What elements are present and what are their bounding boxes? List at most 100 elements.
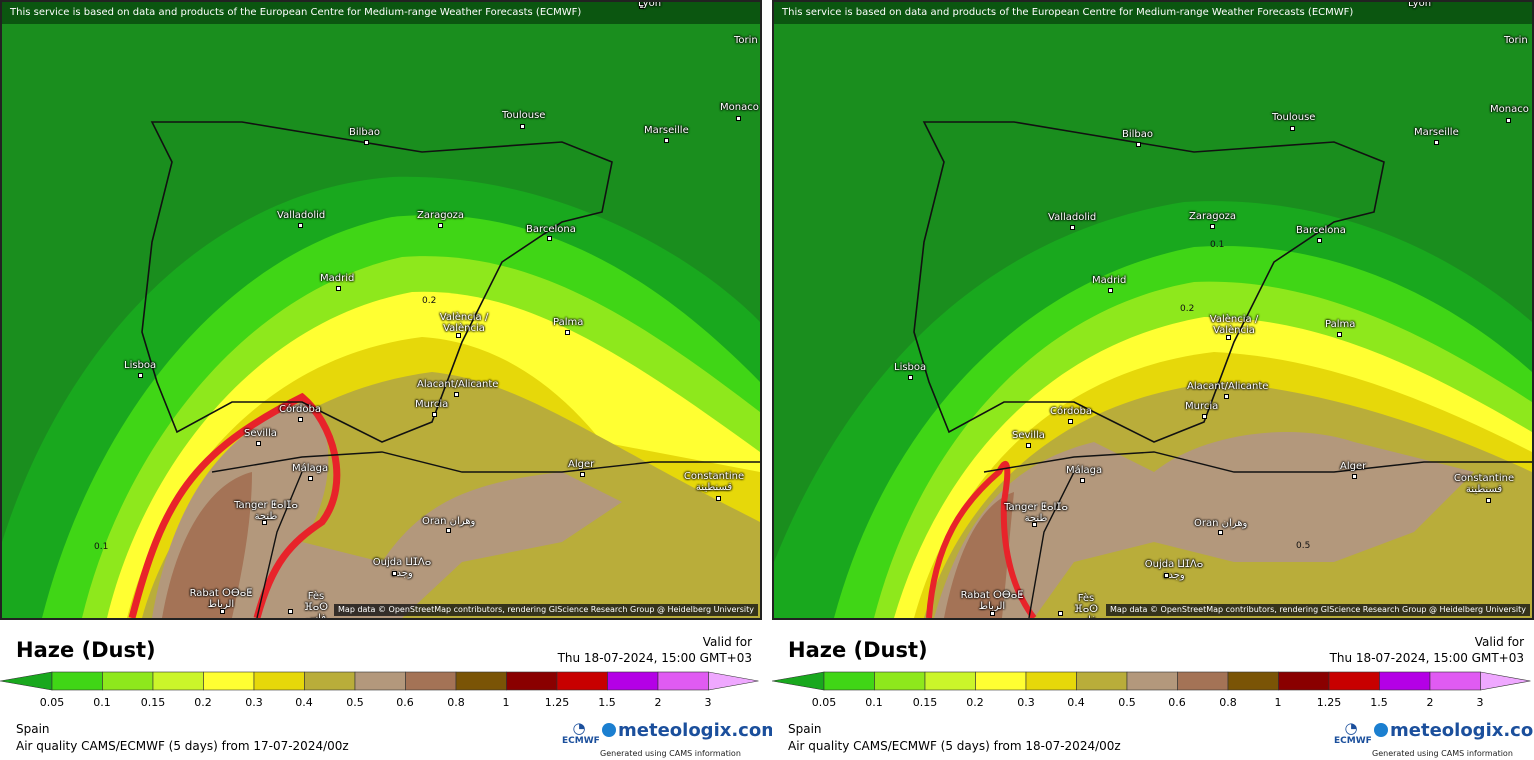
city-torin: Torin bbox=[734, 35, 758, 46]
city-toulouse: Toulouse bbox=[502, 110, 546, 121]
ecmwf-ring-icon: ◔ bbox=[1344, 719, 1358, 737]
city-marker bbox=[1058, 611, 1063, 616]
model-run-label: Air quality CAMS/ECMWF (5 days) from 18-… bbox=[788, 739, 1121, 753]
city-lyon: Lyon bbox=[638, 0, 662, 9]
valid-time: Valid for Thu 18-07-2024, 15:00 GMT+03 bbox=[558, 634, 752, 666]
city-marker bbox=[520, 124, 525, 129]
city-marker bbox=[298, 417, 303, 422]
legend-tick: 0.4 bbox=[295, 696, 313, 709]
city-marker bbox=[308, 476, 313, 481]
city-marker bbox=[1068, 419, 1073, 424]
city-malaga: Málaga bbox=[1066, 465, 1103, 476]
legend-swatch bbox=[823, 671, 875, 691]
city-madrid: Madrid bbox=[320, 273, 355, 284]
city-tanger: Tanger ⵟⴰⵏⵊⴰ طنجة bbox=[1004, 502, 1068, 524]
model-run-label: Air quality CAMS/ECMWF (5 days) from 17-… bbox=[16, 739, 349, 753]
legend-swatch bbox=[455, 671, 507, 691]
city-marker bbox=[1506, 118, 1511, 123]
city-toulouse: Toulouse bbox=[1272, 112, 1316, 123]
city-marseille: Marseille bbox=[1414, 127, 1459, 138]
legend-tick: 0.05 bbox=[39, 696, 65, 709]
legend-swatch bbox=[556, 671, 608, 691]
city-alger: Alger bbox=[568, 459, 595, 470]
city-marker bbox=[1108, 288, 1113, 293]
city-fes: Fès ⴼⴰⵙ فاس bbox=[1073, 593, 1099, 618]
legend-tick: 3 bbox=[704, 696, 712, 709]
city-marker bbox=[138, 373, 143, 378]
city-monaco: Monaco bbox=[720, 102, 759, 113]
city-marker bbox=[547, 236, 552, 241]
city-lisboa: Lisboa bbox=[124, 360, 157, 371]
legend-tick: 2 bbox=[1426, 696, 1434, 709]
meteologix-brand[interactable]: meteologix.com bbox=[602, 720, 780, 741]
city-oran: Oran وهران bbox=[1194, 518, 1248, 529]
city-rabat: Rabat ⵔⴱⴰⵟ الرباط bbox=[189, 588, 253, 610]
legend-tick: 0.05 bbox=[811, 696, 837, 709]
city-alicante: Alacant/Alicante bbox=[1187, 381, 1269, 392]
city-murcia: Murcia bbox=[415, 399, 449, 410]
city-oran: Oran وهران bbox=[422, 516, 476, 527]
city-marker bbox=[432, 412, 437, 417]
dust-field bbox=[2, 2, 760, 618]
legend-tick: 0.5 bbox=[346, 696, 364, 709]
city-marker bbox=[1218, 530, 1223, 535]
legend-tick: 1 bbox=[1274, 696, 1282, 709]
legend-tick: 0.15 bbox=[140, 696, 166, 709]
legend-tick: 0.15 bbox=[912, 696, 938, 709]
city-marker bbox=[256, 441, 261, 446]
city-bilbao: Bilbao bbox=[349, 127, 381, 138]
legend-tick: 0.3 bbox=[245, 696, 263, 709]
city-marker bbox=[456, 333, 461, 338]
brand-text: meteologix.com bbox=[618, 720, 780, 741]
legend-tick-labels: 0.05 0.1 0.15 0.2 0.3 0.4 0.5 0.6 0.8 1 … bbox=[0, 696, 762, 710]
color-legend bbox=[772, 670, 1534, 692]
valid-datetime: Thu 18-07-2024, 15:00 GMT+03 bbox=[557, 651, 752, 665]
region-label: Spain bbox=[788, 722, 822, 736]
city-marker bbox=[716, 496, 721, 501]
city-valladolid: Valladolid bbox=[1048, 212, 1097, 223]
legend-swatch bbox=[1278, 671, 1330, 691]
city-constantine: Constantine قسنطينة bbox=[683, 471, 745, 493]
legend-tick: 0.8 bbox=[1219, 696, 1237, 709]
city-marker bbox=[1352, 474, 1357, 479]
legend-swatch bbox=[304, 671, 356, 691]
city-valencia: València / València bbox=[439, 312, 489, 334]
city-marker bbox=[298, 223, 303, 228]
forecast-panel-right: This service is based on data and produc… bbox=[772, 0, 1534, 760]
dust-map[interactable]: This service is based on data and produc… bbox=[0, 0, 762, 620]
city-valladolid: Valladolid bbox=[277, 210, 326, 221]
legend-tick: 0.1 bbox=[865, 696, 883, 709]
legend-tick: 0.1 bbox=[93, 696, 111, 709]
brand-text: meteologix.com bbox=[1390, 720, 1534, 741]
city-palma: Palma bbox=[553, 317, 584, 328]
city-marker bbox=[1070, 225, 1075, 230]
legend-tick: 0.6 bbox=[396, 696, 414, 709]
city-marker bbox=[1026, 443, 1031, 448]
legend-swatch bbox=[102, 671, 154, 691]
generated-note: Generated using CAMS information bbox=[1372, 749, 1513, 758]
meteologix-brand[interactable]: meteologix.com bbox=[1374, 720, 1534, 741]
city-malaga: Málaga bbox=[292, 463, 329, 474]
legend-swatch bbox=[924, 671, 976, 691]
city-marker bbox=[580, 472, 585, 477]
city-marker bbox=[565, 330, 570, 335]
legend-swatch bbox=[1328, 671, 1380, 691]
city-marker bbox=[908, 375, 913, 380]
legend-tick: 3 bbox=[1476, 696, 1484, 709]
city-zaragoza: Zaragoza bbox=[417, 210, 465, 221]
legend-swatch bbox=[253, 671, 305, 691]
legend-swatch bbox=[1076, 671, 1128, 691]
legend-swatch bbox=[1429, 671, 1481, 691]
legend-swatch bbox=[1227, 671, 1279, 691]
city-palma: Palma bbox=[1325, 319, 1356, 330]
city-sevilla: Sevilla bbox=[244, 428, 277, 439]
dust-map[interactable]: This service is based on data and produc… bbox=[772, 0, 1534, 620]
legend-tick: 1.25 bbox=[1316, 696, 1342, 709]
city-oujda: Oujda ⵡⵊⴷⴰ وجدة bbox=[372, 557, 432, 579]
city-alger: Alger bbox=[1340, 461, 1367, 472]
city-rabat: Rabat ⵔⴱⴰⵟ الرباط bbox=[960, 590, 1024, 612]
city-marker bbox=[454, 392, 459, 397]
ecmwf-logo: ◔ ECMWF bbox=[1334, 719, 1372, 748]
city-marker bbox=[1080, 478, 1085, 483]
legend-tick: 0.2 bbox=[966, 696, 984, 709]
